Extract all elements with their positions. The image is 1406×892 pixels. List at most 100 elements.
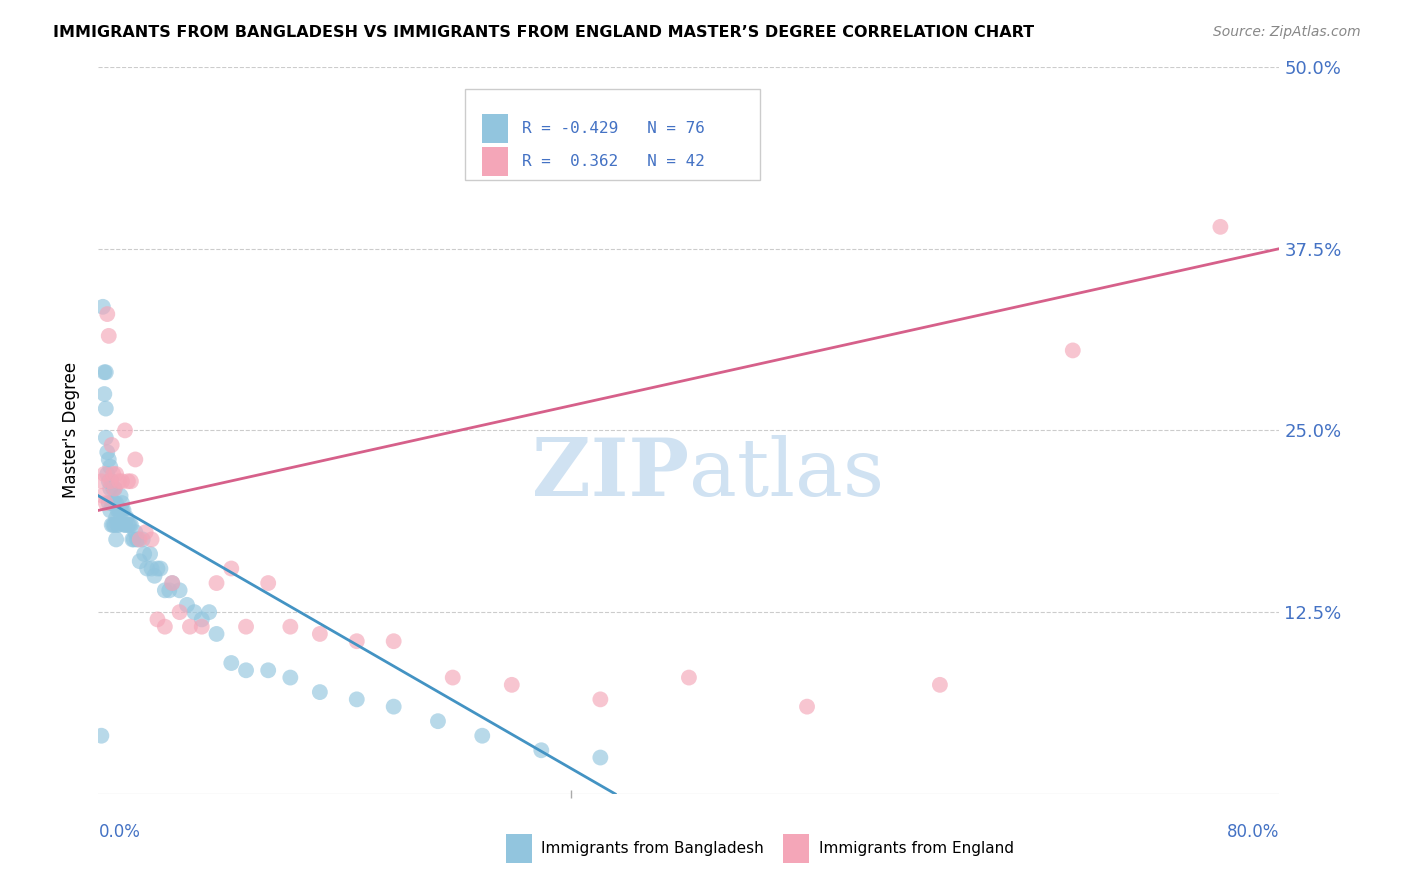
Point (108, 475, 131, 489)
Point (183, 605, 205, 619)
Point (105, 510, 128, 524)
Point (280, 620, 302, 634)
Point (121, 533, 143, 547)
Point (221, 561, 243, 575)
Point (103, 496, 125, 510)
Point (589, 750, 612, 764)
Text: Immigrants from England: Immigrants from England (818, 841, 1014, 856)
Point (91, 489, 114, 503)
Text: Source: ZipAtlas.com: Source: ZipAtlas.com (1213, 25, 1361, 39)
Point (441, 671, 464, 685)
Point (146, 561, 169, 575)
Point (346, 634, 368, 648)
Point (107, 503, 129, 517)
Point (427, 714, 450, 728)
Point (103, 482, 125, 496)
Text: 80.0%: 80.0% (1227, 823, 1279, 841)
Point (382, 634, 405, 648)
Point (96, 445, 118, 459)
Point (135, 525, 157, 540)
Point (98, 459, 121, 474)
Bar (482, 147, 508, 176)
Point (153, 583, 176, 598)
Point (678, 671, 700, 685)
Point (136, 561, 159, 575)
Point (100, 475, 122, 489)
Point (112, 503, 135, 517)
Point (471, 729, 494, 743)
Point (103, 467, 125, 481)
Point (90, 729, 112, 743)
Point (120, 517, 142, 532)
Point (120, 475, 142, 489)
Point (94, 401, 117, 416)
Point (179, 620, 201, 634)
Point (100, 438, 122, 452)
Point (103, 517, 125, 532)
Point (221, 656, 243, 670)
Point (191, 620, 214, 634)
Point (98, 503, 121, 517)
Point (235, 620, 257, 634)
Point (257, 576, 280, 591)
Point (530, 743, 553, 757)
Point (96, 467, 118, 481)
Point (105, 467, 128, 481)
Point (139, 547, 162, 561)
Point (104, 517, 127, 532)
Point (117, 517, 139, 532)
Point (309, 627, 332, 641)
Point (111, 475, 134, 489)
Text: atlas: atlas (689, 435, 884, 513)
Point (280, 671, 302, 685)
Point (100, 496, 122, 510)
Point (91, 300, 114, 314)
Point (257, 663, 280, 677)
Point (114, 517, 136, 532)
Point (100, 517, 122, 532)
Point (98, 482, 121, 496)
Point (205, 627, 228, 641)
Point (93, 387, 115, 401)
Point (146, 612, 169, 626)
Point (115, 510, 138, 524)
Bar (506, 834, 531, 863)
Point (104, 482, 127, 496)
Text: Immigrants from Bangladesh: Immigrants from Bangladesh (541, 841, 763, 856)
Y-axis label: Master's Degree: Master's Degree (62, 362, 80, 499)
Text: R = -0.429   N = 76: R = -0.429 N = 76 (523, 121, 706, 136)
Point (111, 503, 134, 517)
Point (94, 365, 117, 379)
Bar (482, 114, 508, 144)
Point (97, 452, 120, 467)
Point (90, 475, 112, 489)
Point (97, 475, 120, 489)
Point (108, 517, 131, 532)
Point (169, 605, 191, 619)
Bar (783, 834, 810, 863)
Point (128, 533, 150, 547)
Point (346, 692, 368, 706)
Point (94, 496, 117, 510)
Point (114, 424, 136, 438)
Point (176, 598, 198, 612)
Point (96, 307, 118, 321)
Point (125, 533, 148, 547)
Point (141, 561, 163, 575)
Point (149, 561, 172, 575)
Point (143, 569, 166, 583)
Point (153, 620, 176, 634)
Point (162, 576, 183, 591)
Point (105, 533, 128, 547)
Point (162, 576, 183, 591)
Point (124, 525, 146, 540)
Point (114, 517, 136, 532)
Point (110, 503, 132, 517)
Point (501, 678, 523, 692)
FancyBboxPatch shape (464, 88, 759, 179)
Point (127, 533, 149, 547)
Point (111, 496, 134, 510)
Point (1062, 343, 1084, 358)
Point (132, 533, 155, 547)
Point (141, 533, 163, 547)
